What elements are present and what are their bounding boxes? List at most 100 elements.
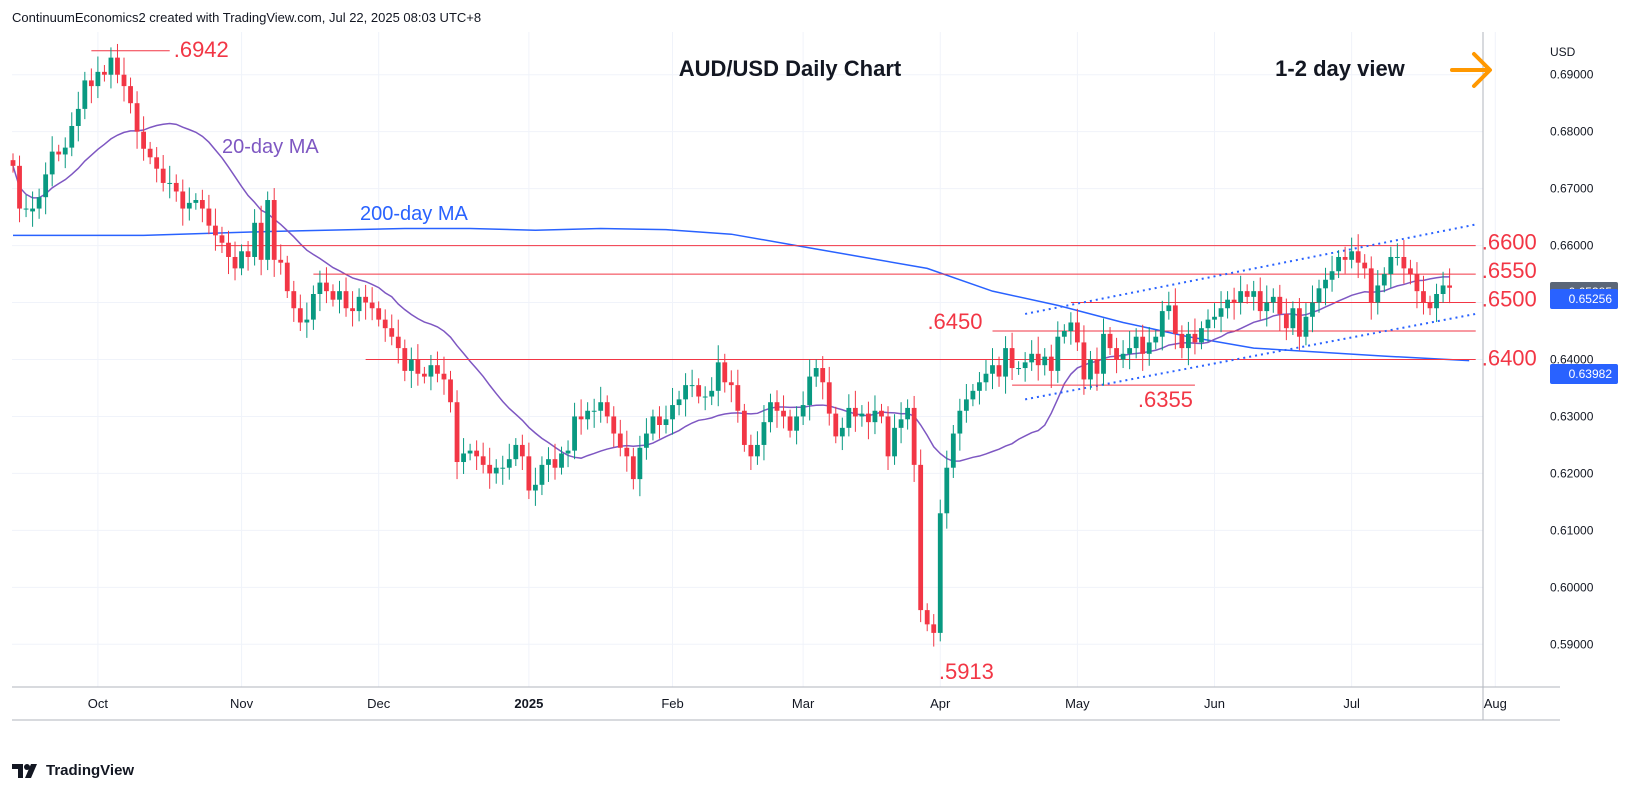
candle bbox=[1120, 340, 1126, 369]
x-tick-label: 2025 bbox=[514, 696, 543, 711]
candle-body bbox=[1061, 331, 1067, 337]
candle bbox=[291, 280, 297, 322]
candle-body bbox=[519, 444, 525, 457]
candle-body bbox=[1192, 333, 1198, 343]
candle bbox=[395, 319, 401, 364]
candle bbox=[617, 419, 623, 457]
candle bbox=[1342, 246, 1348, 274]
candle bbox=[49, 136, 55, 187]
candle-body bbox=[1074, 322, 1080, 343]
candle bbox=[1140, 324, 1146, 371]
candle-body bbox=[1251, 291, 1257, 297]
candle-body bbox=[950, 433, 956, 468]
candle-body bbox=[154, 157, 160, 169]
candle bbox=[1107, 327, 1113, 355]
candle-body bbox=[448, 379, 453, 403]
candle bbox=[350, 291, 355, 327]
candle-body bbox=[1381, 274, 1387, 286]
candle-body bbox=[826, 382, 832, 414]
level-label: .6942 bbox=[174, 37, 229, 62]
candle-body bbox=[206, 208, 212, 226]
candle-body bbox=[134, 103, 140, 132]
candle-body bbox=[846, 407, 852, 428]
candle bbox=[852, 390, 858, 432]
candle-body bbox=[1153, 336, 1159, 343]
candle-body bbox=[1434, 294, 1439, 309]
candle bbox=[546, 447, 551, 482]
channel-lower-line bbox=[1024, 312, 1476, 401]
candle-body bbox=[813, 368, 819, 377]
candle-body bbox=[617, 433, 623, 448]
candle bbox=[1349, 237, 1355, 269]
candle bbox=[297, 294, 303, 332]
candle bbox=[1035, 336, 1041, 381]
candle-body bbox=[1225, 299, 1230, 309]
candle bbox=[735, 369, 741, 423]
candle bbox=[1172, 288, 1178, 350]
x-tick-label: May bbox=[1065, 696, 1090, 711]
candle-body bbox=[284, 262, 290, 292]
candle bbox=[271, 188, 277, 277]
candle-body bbox=[591, 410, 597, 412]
candle bbox=[435, 351, 440, 383]
candle bbox=[630, 447, 636, 490]
candle bbox=[572, 402, 577, 460]
candle-body bbox=[402, 348, 408, 371]
channel-upper-line bbox=[1024, 223, 1476, 315]
candle-body bbox=[1159, 311, 1165, 337]
tradingview-logo-text: TradingView bbox=[46, 762, 135, 779]
y-tick-label: 0.69000 bbox=[1550, 68, 1594, 82]
candle bbox=[1238, 275, 1244, 315]
candle bbox=[102, 65, 107, 82]
candle bbox=[226, 230, 231, 275]
y-tick-label: 0.59000 bbox=[1550, 637, 1594, 651]
tradingview-logo[interactable]: TradingView bbox=[12, 762, 134, 779]
candle-body bbox=[310, 294, 316, 320]
candle-body bbox=[1094, 359, 1100, 374]
candle-body bbox=[1114, 348, 1119, 360]
candle bbox=[539, 456, 545, 496]
candle bbox=[696, 378, 702, 404]
candle bbox=[402, 339, 408, 382]
candle-body bbox=[17, 165, 22, 209]
candle bbox=[448, 370, 453, 413]
axes: 0.690000.680000.670000.660000.650000.640… bbox=[12, 32, 1594, 721]
candle bbox=[1114, 337, 1119, 374]
candle-body bbox=[480, 456, 486, 465]
candle-body bbox=[722, 362, 728, 383]
candle bbox=[1068, 312, 1074, 345]
candle bbox=[56, 144, 62, 162]
candle-body bbox=[852, 407, 858, 417]
candle-body bbox=[676, 399, 682, 406]
candle-body bbox=[1009, 348, 1015, 369]
candle bbox=[702, 386, 708, 411]
candle bbox=[905, 399, 911, 430]
candle bbox=[428, 354, 434, 391]
candle bbox=[1127, 331, 1133, 370]
candle-body bbox=[487, 464, 493, 474]
candle bbox=[911, 395, 917, 482]
candle bbox=[284, 255, 290, 298]
candle-body bbox=[297, 308, 303, 323]
candle bbox=[565, 440, 571, 468]
candle-body bbox=[441, 373, 447, 380]
candle bbox=[866, 401, 871, 440]
x-tick-label: Oct bbox=[88, 696, 109, 711]
candle bbox=[768, 393, 773, 433]
candle-body bbox=[689, 385, 695, 387]
candle bbox=[1061, 324, 1067, 344]
candle bbox=[382, 309, 388, 342]
y-tick-label: 0.61000 bbox=[1550, 523, 1594, 537]
candle bbox=[1336, 250, 1341, 279]
candle bbox=[1381, 267, 1387, 293]
candle bbox=[1408, 259, 1413, 285]
candle-body bbox=[937, 513, 943, 633]
candle-body bbox=[578, 416, 584, 420]
candle bbox=[467, 443, 473, 461]
candle bbox=[1074, 308, 1080, 351]
candle-body bbox=[1088, 359, 1093, 380]
level-label: .6400 bbox=[1482, 346, 1537, 371]
candle-body bbox=[931, 624, 937, 633]
candle-body bbox=[565, 450, 571, 454]
